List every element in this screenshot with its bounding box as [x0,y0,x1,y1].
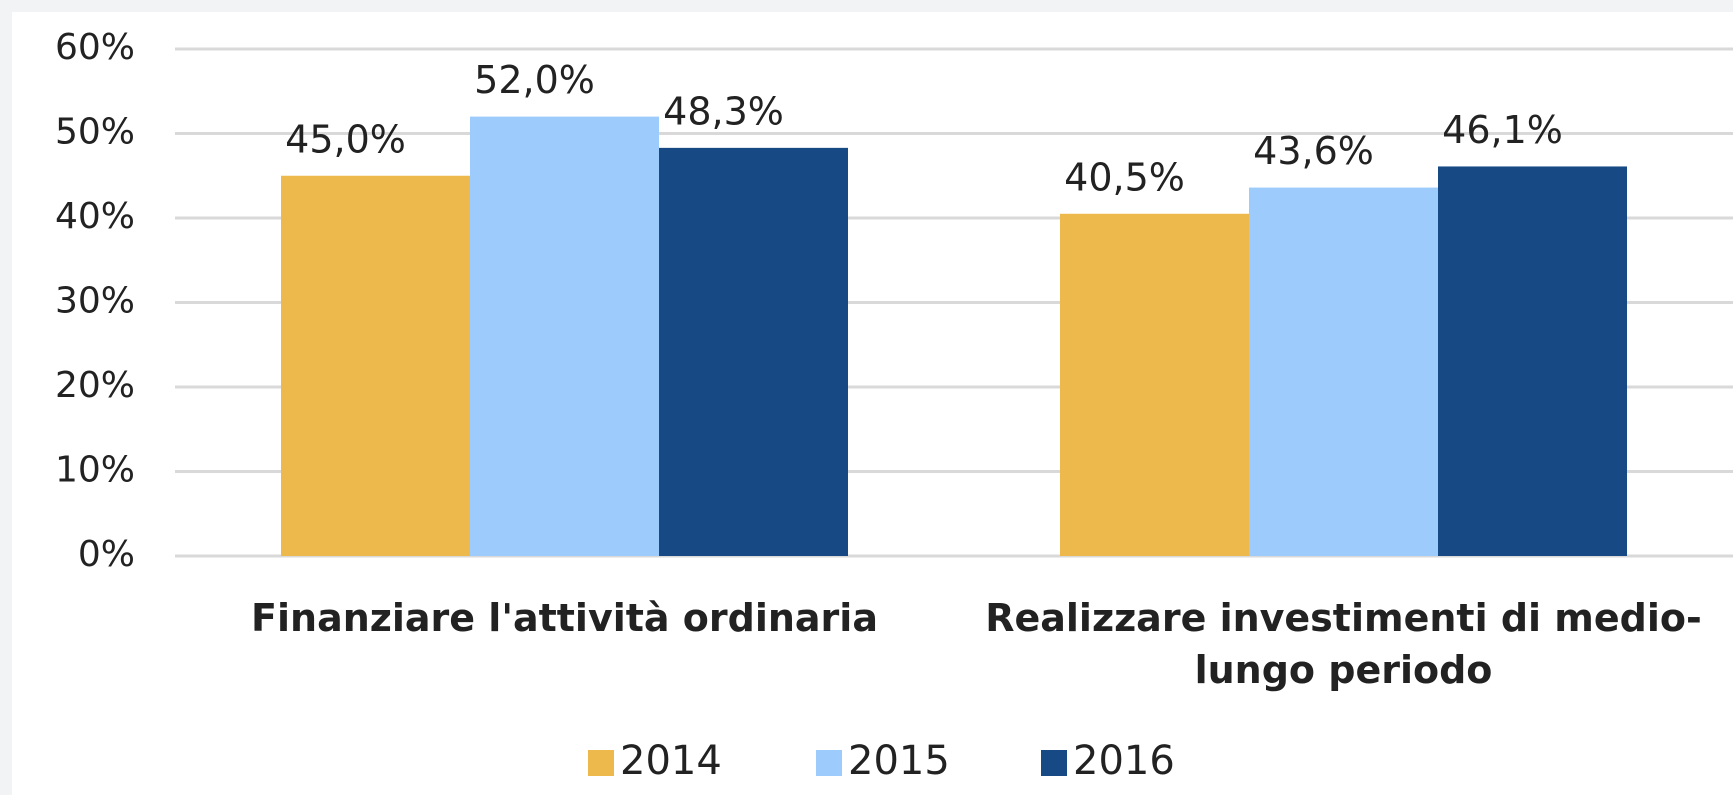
y-tick-label: 40% [55,196,135,237]
value-label: 46,1% [1442,108,1563,152]
legend-swatch [816,750,842,776]
x-tick-label: Realizzare investimenti di medio-lungo p… [985,596,1702,692]
value-label: 52,0% [474,58,595,102]
bar [1249,187,1438,556]
x-tick-label: Finanziare l'attività ordinaria [251,596,878,640]
legend-label: 2014 [620,738,722,784]
legend-label: 2015 [848,738,950,784]
y-tick-label: 30% [55,281,135,322]
bar [1438,166,1627,556]
y-tick-label: 60% [55,27,135,68]
bar [1060,213,1249,556]
value-label: 45,0% [285,117,406,161]
value-label: 48,3% [663,89,784,133]
legend-swatch [1041,750,1067,776]
legend-swatch [588,750,614,776]
value-label: 43,6% [1253,129,1374,173]
bar [659,147,848,557]
y-tick-label: 50% [55,112,135,153]
value-label: 40,5% [1064,155,1185,199]
legend-label: 2016 [1073,738,1175,784]
y-tick-label: 10% [55,450,135,491]
y-tick-label: 0% [78,534,135,575]
bar [470,116,659,556]
y-tick-label: 20% [55,365,135,406]
bar [281,175,470,556]
